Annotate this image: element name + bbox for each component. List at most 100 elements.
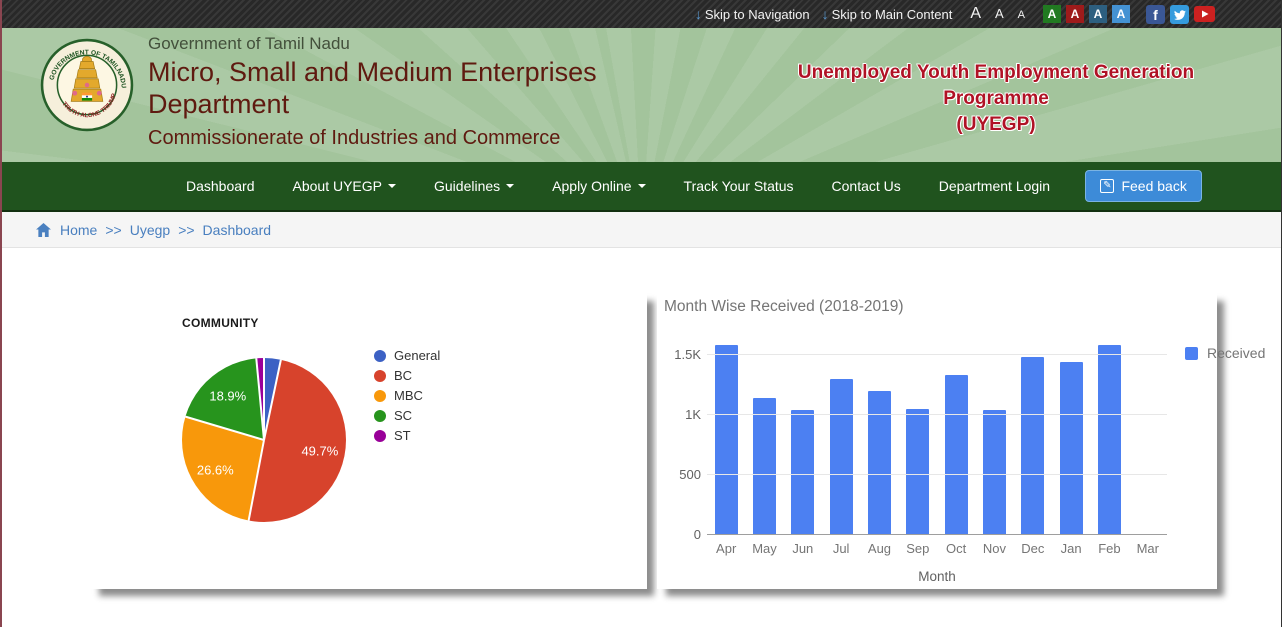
skip-to-main-label: Skip to Main Content (831, 6, 953, 22)
pie-slice-label: 26.6% (196, 462, 234, 478)
nav-item-about-uyegp[interactable]: About UYEGP (274, 161, 416, 211)
nav-item-contact-us[interactable]: Contact Us (831, 178, 901, 194)
month-label-sep: Sep (906, 541, 930, 556)
bar-slot (1052, 335, 1090, 535)
x-axis-title: Month (918, 569, 956, 584)
bar-feb (1097, 344, 1121, 535)
month-label-aug: Aug (867, 541, 892, 556)
youtube-icon[interactable] (1194, 6, 1215, 22)
twitter-icon[interactable] (1170, 4, 1189, 24)
legend-label-bc: BC (394, 368, 413, 383)
nav-menu: Dashboard About UYEGP Guidelines Apply Onli… (167, 161, 1069, 211)
font-theme-button-2[interactable]: A (1066, 5, 1084, 23)
font-theme-button-1[interactable]: A (1043, 5, 1061, 23)
bar-slot (707, 335, 745, 535)
facebook-icon[interactable]: f (1146, 4, 1165, 24)
month-label-oct: Oct (946, 541, 967, 556)
font-theme-button-3[interactable]: A (1089, 5, 1107, 23)
bar-aug (867, 391, 891, 535)
bar-slot (784, 335, 822, 535)
legend-swatch (374, 369, 386, 382)
breadcrumb-separator: >> (178, 221, 195, 238)
month-label-dec: Dec (1021, 541, 1045, 556)
bar-slot (1129, 335, 1167, 535)
bar-jul (829, 379, 853, 535)
legend-label-mbc: MBC (394, 388, 423, 403)
legend-label-sc: SC (394, 408, 413, 423)
bar-slot (1014, 335, 1052, 535)
legend-label-received: Received (1207, 345, 1266, 361)
y-tick-label: 1.5K (674, 347, 701, 362)
pie-chart-title: COMMUNITY (182, 316, 259, 330)
y-tick-label: 0 (693, 527, 701, 542)
programme-title-line: Unemployed Youth Employment Generation (797, 62, 1195, 83)
font-theme-button-4[interactable]: A (1112, 5, 1130, 23)
community-pie: 49.7% 26.6% 18.9% (182, 358, 346, 522)
nav-item-guidelines[interactable]: Guidelines (415, 161, 533, 211)
down-arrow-icon: ↓ (694, 6, 702, 22)
pie-legend-item: MBC (374, 388, 440, 403)
down-arrow-icon: ↓ (821, 6, 829, 22)
bar-apr (714, 345, 738, 535)
commissionerate-line: Commissionerate of Industries and Commer… (148, 126, 561, 149)
font-size-button-2[interactable]: A (994, 6, 1004, 21)
pie-separator (185, 415, 265, 441)
font-size-button-1[interactable]: A (970, 5, 981, 22)
caret-down-icon (637, 184, 646, 188)
bar-sep (906, 409, 930, 535)
month-label-jul: Jul (832, 541, 850, 556)
nav-item-track-your-status[interactable]: Track Your Status (683, 178, 794, 194)
pie-legend-item: SC (374, 408, 440, 423)
caret-down-icon (388, 184, 396, 188)
month-label-jan: Jan (1060, 541, 1082, 556)
pie-separator (263, 359, 282, 441)
feedback-button[interactable]: ✎ Feed back (1085, 170, 1202, 202)
bar-slot (822, 335, 860, 535)
bar-nov (982, 409, 1006, 535)
legend-label-general: General (394, 348, 441, 363)
legend-swatch (374, 429, 386, 442)
pie-slice-label: 18.9% (209, 388, 247, 404)
pie-legend: General BC MBC SC ST (374, 348, 440, 448)
pie-separator (263, 358, 265, 440)
site-header: GOVERNMENT OF TAMILNADU TRUTH ALONE TRIU… (2, 28, 1281, 162)
breadcrumb-link-uyegp[interactable]: Uyegp (129, 221, 171, 238)
bar-slot (860, 335, 898, 535)
skip-to-navigation-link[interactable]: ↓ Skip to Navigation (695, 6, 810, 22)
main-navigation: Dashboard About UYEGP Guidelines Apply Onli… (2, 162, 1281, 212)
nav-item-apply-online[interactable]: Apply Online (533, 161, 664, 211)
skip-to-main-link[interactable]: ↓ Skip to Main Content (822, 6, 953, 22)
bar-oct (944, 374, 968, 535)
bar-jun (791, 409, 815, 535)
legend-swatch (374, 349, 386, 362)
gridline (707, 474, 1167, 475)
breadcrumb-link-home[interactable]: Home (60, 221, 98, 238)
bar-slot (899, 335, 937, 535)
pie-legend-item: General (374, 348, 440, 363)
month-label-mar: Mar (1136, 541, 1159, 556)
home-icon[interactable] (36, 222, 51, 237)
pie-slice-label: 49.7% (301, 443, 339, 459)
department-title: Micro, Small and Medium Enterprises Depa… (148, 57, 597, 120)
legend-swatch (1185, 346, 1198, 360)
bar-legend: Received (1185, 345, 1265, 361)
month-label-apr: Apr (716, 541, 737, 556)
programme-title: Unemployed Youth Employment Generation Pr… (757, 60, 1235, 139)
nav-item-department-login[interactable]: Department Login (938, 178, 1051, 194)
monthwise-bar-card: Month Wise Received (2018-2019) 0 500 1K 1.… (657, 292, 1265, 589)
x-axis-labels: Apr May Jun Jul Aug Sep Oct Nov Dec Jan Feb Mar (707, 541, 1167, 556)
font-size-button-3[interactable]: A (1017, 9, 1025, 21)
month-label-jun: Jun (792, 541, 814, 556)
nav-item-dashboard[interactable]: Dashboard (186, 178, 255, 194)
breadcrumb-link-dashboard[interactable]: Dashboard (202, 221, 272, 238)
month-label-nov: Nov (982, 541, 1007, 556)
header-titles: Government of Tamil Nadu Micro, Small an… (148, 28, 708, 150)
bar-slot (975, 335, 1013, 535)
government-line: Government of Tamil Nadu (148, 34, 350, 53)
pie-legend-item: ST (374, 428, 440, 443)
month-label-may: May (752, 541, 777, 556)
legend-swatch (374, 389, 386, 402)
bar-jan (1059, 362, 1083, 535)
gridline (707, 534, 1167, 535)
